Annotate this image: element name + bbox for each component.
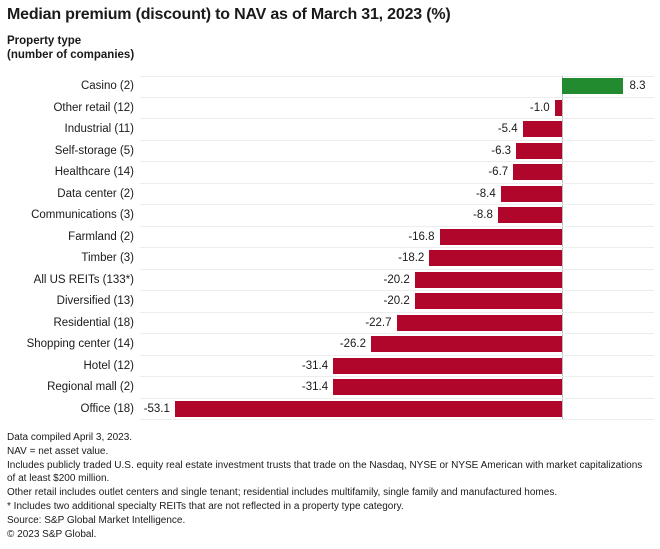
plot-area: -22.7: [140, 313, 654, 334]
plot-area: -18.2: [140, 248, 654, 270]
chart-row: Self-storage (5) -6.3: [0, 141, 660, 162]
footnote-line: Data compiled April 3, 2023.: [7, 432, 133, 443]
bar-chart: Casino (2) 8.3 Other retail (12) -1.0 Indust…: [0, 76, 660, 420]
chart-row: Regional mall (2) -31.4: [0, 377, 660, 399]
category-label: Farmland (2): [68, 230, 134, 243]
y-axis-title-line2: (number of companies): [7, 49, 135, 61]
value-label: -6.3: [491, 144, 512, 157]
bar[interactable]: [371, 336, 562, 353]
plot-area: -1.0: [140, 98, 654, 119]
chart-row: Communications (3) -8.8: [0, 205, 660, 227]
category-label: Residential (18): [53, 316, 134, 329]
footnote-line: Includes publicly traded U.S. equity rea…: [7, 459, 643, 485]
category-label: Data center (2): [57, 187, 134, 200]
value-label: -22.7: [365, 316, 392, 329]
bar[interactable]: [174, 400, 562, 417]
value-label: -20.2: [383, 273, 410, 286]
value-label: -1.0: [529, 101, 550, 114]
value-label: -6.7: [488, 166, 509, 179]
chart-row: All US REITs (133*) -20.2: [0, 270, 660, 291]
category-label: Diversified (13): [56, 295, 134, 307]
category-label: Industrial (11): [64, 123, 134, 135]
chart-row: Shopping center (14) -26.2: [0, 334, 660, 356]
plot-area: -5.4: [140, 119, 654, 141]
bar[interactable]: [522, 121, 562, 138]
footnote-line: Other retail includes outlet centers and…: [7, 487, 558, 499]
plot-area: -6.3: [140, 141, 654, 162]
plot-area: -6.7: [140, 162, 654, 184]
category-label: Healthcare (14): [54, 166, 134, 178]
bar[interactable]: [414, 271, 562, 288]
chart-row: Data center (2) -8.4: [0, 184, 660, 205]
footnotes: Data compiled April 3, 2023. NAV = net as…: [0, 431, 660, 549]
plot-area: -20.2: [140, 291, 654, 313]
plot-area: -20.2: [140, 270, 654, 291]
category-label: Communications (3): [31, 209, 134, 221]
bar[interactable]: [500, 185, 562, 202]
zero-axis-line: [562, 76, 563, 420]
plot-area: -26.2: [140, 334, 654, 356]
plot-area: -8.4: [140, 184, 654, 205]
value-label: -26.2: [339, 338, 367, 351]
chart-row: Industrial (11) -5.4: [0, 119, 660, 141]
bar[interactable]: [414, 293, 562, 310]
category-label: All US REITs (133*): [33, 273, 134, 286]
chart-row: Hotel (12) -31.4: [0, 356, 660, 377]
value-label: -53.1: [143, 402, 170, 415]
value-label: -8.4: [475, 187, 496, 200]
category-label: Hotel (12): [83, 359, 135, 372]
chart-row: Office (18) -53.1: [0, 399, 660, 420]
footnote-line: * Includes two additional specialty REIT…: [7, 500, 404, 512]
value-label: 8.3: [629, 80, 646, 93]
chart-row: Residential (18) -22.7: [0, 313, 660, 334]
bar[interactable]: [396, 314, 562, 331]
bar[interactable]: [333, 357, 562, 374]
y-axis-title: Property type (number of companies): [0, 34, 660, 62]
plot-area: 8.3: [140, 76, 654, 98]
value-label: -31.4: [301, 381, 329, 394]
value-label: -20.2: [383, 295, 410, 308]
bar[interactable]: [497, 207, 562, 224]
value-label: -8.8: [473, 209, 493, 222]
plot-area: -31.4: [140, 356, 654, 377]
value-label: -5.4: [497, 123, 518, 136]
chart-rows: Casino (2) 8.3 Other retail (12) -1.0 Indust…: [0, 76, 660, 420]
category-label: Office (18): [80, 402, 134, 415]
plot-area: -53.1: [140, 399, 654, 420]
chart-row: Healthcare (14) -6.7: [0, 162, 660, 184]
bar[interactable]: [516, 142, 562, 159]
category-label: Self-storage (5): [54, 144, 134, 157]
value-label: -18.2: [398, 252, 425, 265]
bar[interactable]: [429, 250, 562, 267]
chart-row: Casino (2) 8.3: [0, 76, 660, 98]
plot-area: -16.8: [140, 227, 654, 248]
category-label: Regional mall (2): [47, 381, 134, 393]
chart-row: Diversified (13) -20.2: [0, 291, 660, 313]
chart-title: Median premium (discount) to NAV as of M…: [7, 6, 451, 23]
value-label: -16.8: [408, 230, 435, 243]
bar[interactable]: [562, 78, 623, 95]
plot-area: -31.4: [140, 377, 654, 399]
category-label: Timber (3): [81, 252, 134, 264]
bar[interactable]: [333, 379, 562, 396]
chart-row: Farmland (2) -16.8: [0, 227, 660, 248]
category-label: Casino (2): [80, 80, 134, 92]
chart-row: Other retail (12) -1.0: [0, 98, 660, 119]
category-label: Other retail (12): [53, 101, 134, 114]
value-label: -31.4: [301, 359, 329, 372]
bar[interactable]: [554, 99, 562, 116]
bar[interactable]: [513, 164, 562, 181]
copyright-line: © 2023 S&P Global.: [7, 528, 97, 540]
category-label: Shopping center (14): [26, 338, 134, 350]
y-axis-title-line1: Property type: [7, 35, 82, 47]
chart-row: Timber (3) -18.2: [0, 248, 660, 270]
top-gridline: [140, 76, 654, 77]
source-line: Source: S&P Global Market Intelligence.: [7, 514, 186, 526]
footnote-line: NAV = net asset value.: [7, 445, 109, 457]
bar[interactable]: [439, 228, 562, 245]
plot-area: -8.8: [140, 205, 654, 227]
